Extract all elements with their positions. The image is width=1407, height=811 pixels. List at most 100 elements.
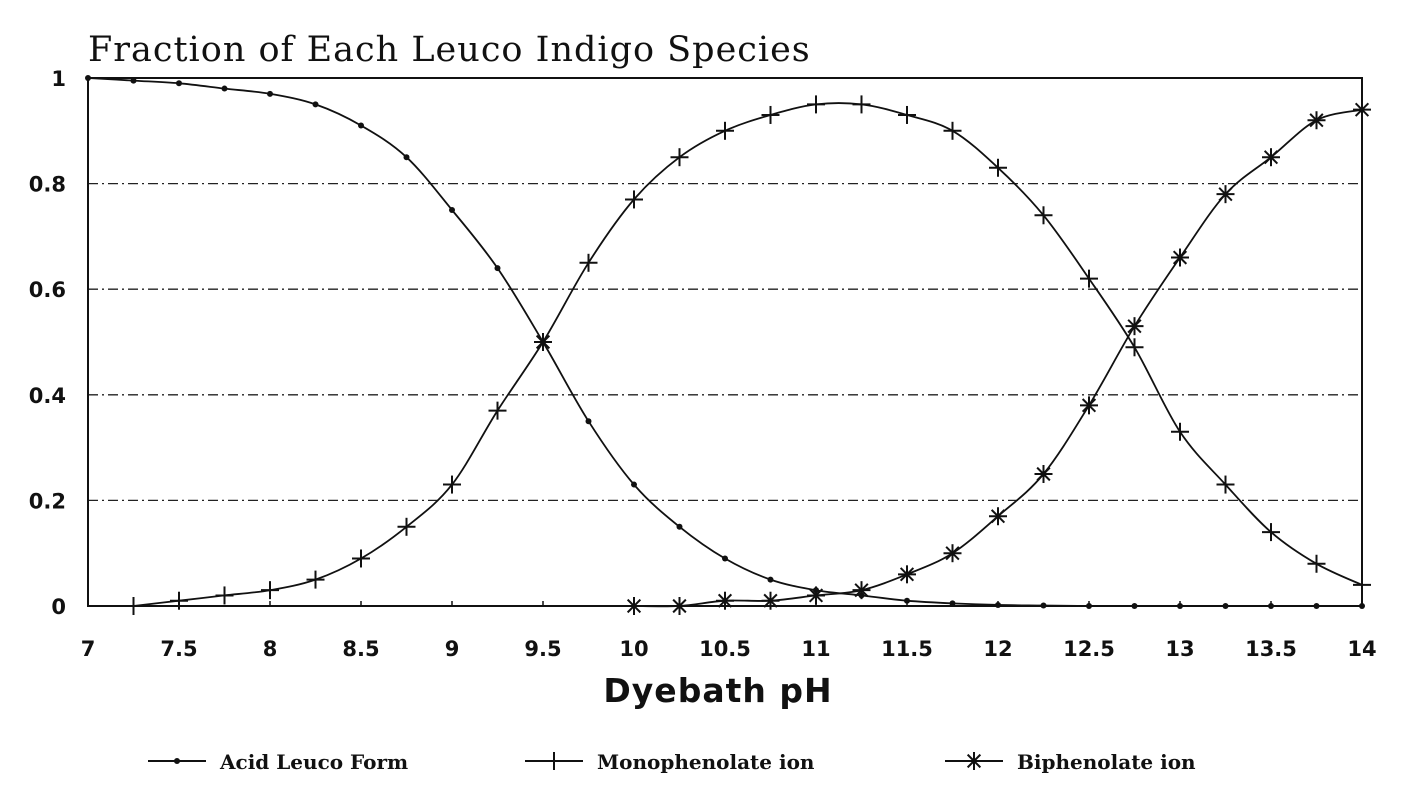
data-point-1-14 (761, 105, 780, 124)
data-point-1-5 (352, 549, 370, 568)
data-point-0-21 (1040, 602, 1047, 609)
data-point-1-0 (124, 597, 143, 615)
data-point-1-24 (1216, 475, 1235, 494)
legend: Acid Leuco Form Monophenolate ion Biphenol… (148, 750, 1196, 774)
data-point-1-25 (1262, 523, 1280, 542)
data-point-2-14 (1216, 185, 1235, 204)
data-point-2-4 (761, 591, 780, 610)
x-tick-label-4: 9 (445, 637, 460, 661)
data-point-2-0 (534, 333, 552, 351)
data-point-1-16 (852, 95, 871, 114)
data-point-2-9 (989, 507, 1007, 526)
y-tick-label-4: 0.8 (29, 173, 66, 197)
data-point-0-25 (1222, 603, 1229, 609)
legend-marker-2 (965, 752, 983, 770)
y-axis-ticks: 0 0.2 0.4 0.6 0.8 1 (29, 67, 66, 619)
x-tick-label-2: 8 (263, 637, 278, 661)
x-tick-label-14: 14 (1347, 637, 1376, 661)
data-point-0-15 (767, 576, 774, 583)
x-tick-label-13: 13.5 (1245, 637, 1297, 661)
data-point-0-9 (494, 265, 501, 272)
legend-item-1: Monophenolate ion (525, 750, 815, 774)
x-tick-label-8: 11 (801, 637, 830, 661)
data-point-1-27 (1353, 575, 1371, 594)
data-point-0-19 (949, 600, 956, 607)
data-point-0-4 (267, 90, 273, 97)
y-tick-label-5: 1 (51, 67, 66, 91)
data-point-1-17 (898, 105, 916, 124)
data-point-2-8 (943, 544, 962, 563)
grid-lines (88, 182, 1362, 502)
x-tick-label-11: 12.5 (1063, 637, 1115, 661)
data-point-1-4 (306, 570, 325, 589)
data-point-1-13 (716, 121, 734, 140)
data-point-0-1 (130, 77, 137, 84)
data-point-0-0 (85, 75, 91, 81)
data-point-0-12 (631, 481, 637, 488)
data-point-0-5 (312, 101, 319, 108)
data-point-2-11 (1080, 396, 1098, 415)
data-point-2-10 (1034, 465, 1053, 483)
x-tick-label-1: 7.5 (160, 637, 197, 661)
data-point-0-7 (403, 154, 410, 161)
legend-item-0: Acid Leuco Form (148, 750, 408, 774)
data-point-1-2 (215, 586, 234, 605)
series-line-0 (87, 77, 1362, 607)
data-point-0-8 (449, 207, 455, 213)
data-point-1-19 (989, 158, 1007, 177)
data-point-1-8 (488, 401, 507, 420)
x-tick-label-10: 12 (983, 637, 1012, 661)
data-point-1-26 (1307, 554, 1326, 573)
chart-title: Fraction of Each Leuco Indigo Species (88, 30, 811, 70)
x-tick-label-12: 13 (1165, 637, 1194, 661)
data-point-2-15 (1262, 148, 1280, 167)
y-tick-label-0: 0 (51, 595, 66, 619)
x-tick-label-7: 10.5 (699, 637, 751, 661)
data-point-0-6 (358, 122, 364, 129)
x-tick-label-3: 8.5 (342, 637, 379, 661)
data-point-1-10 (579, 253, 598, 272)
x-tick-label-5: 9.5 (524, 637, 561, 661)
data-point-0-2 (176, 80, 182, 87)
series-curves (87, 77, 1363, 608)
data-point-2-2 (670, 597, 689, 615)
data-point-1-18 (943, 121, 962, 140)
legend-marker-1 (545, 752, 563, 770)
data-point-2-13 (1171, 248, 1189, 267)
data-point-0-14 (722, 555, 728, 562)
data-point-1-12 (670, 148, 689, 167)
y-tick-label-3: 0.6 (29, 278, 66, 302)
data-point-2-3 (716, 591, 734, 610)
x-tick-label-0: 7 (81, 637, 96, 661)
legend-item-2: Biphenolate ion (945, 750, 1196, 774)
data-point-1-3 (261, 581, 279, 600)
y-tick-label-2: 0.4 (29, 384, 66, 408)
legend-label-1: Monophenolate ion (597, 750, 815, 774)
plot-area-frame (87, 77, 1363, 607)
data-point-2-6 (852, 581, 871, 600)
x-axis-ticks: 7 7.5 8 8.5 9 9.5 10 10.5 11 11.5 12 12.5 13 13.5 14 (81, 601, 1377, 661)
data-point-2-17 (1353, 100, 1371, 119)
data-point-1-1 (170, 591, 188, 610)
data-point-1-11 (625, 190, 643, 209)
x-axis-label: Dyebath pH (603, 671, 832, 710)
data-point-1-23 (1171, 422, 1189, 441)
x-tick-label-6: 10 (619, 637, 648, 661)
series-line-1 (133, 102, 1363, 607)
y-tick-label-1: 0.2 (29, 489, 66, 513)
series-markers (85, 75, 1371, 615)
data-point-2-12 (1125, 317, 1144, 336)
data-point-0-27 (1313, 603, 1320, 609)
x-tick-label-9: 11.5 (881, 637, 933, 661)
data-point-1-20 (1034, 206, 1053, 225)
legend-label-2: Biphenolate ion (1017, 750, 1196, 774)
data-point-0-18 (904, 597, 910, 604)
data-point-0-3 (221, 85, 228, 92)
data-point-0-11 (585, 418, 592, 425)
legend-marker-0 (174, 758, 180, 764)
data-point-1-21 (1080, 269, 1098, 288)
data-point-0-13 (676, 523, 683, 530)
data-point-1-22 (1125, 338, 1144, 357)
legend-label-0: Acid Leuco Form (219, 750, 408, 774)
